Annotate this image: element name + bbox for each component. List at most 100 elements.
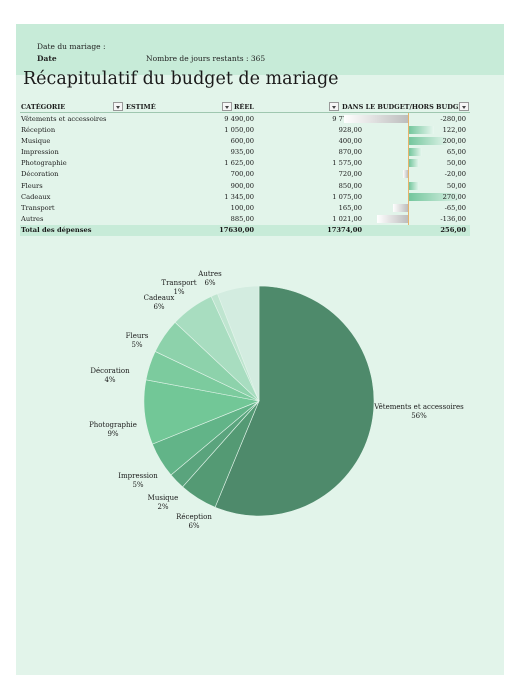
row-databar bbox=[341, 135, 467, 147]
row-difference: 65,00 bbox=[446, 148, 466, 157]
table-row: Fleurs 900,00 850,00 50,00 bbox=[20, 180, 470, 192]
row-category[interactable]: Décoration bbox=[21, 170, 59, 179]
row-actual[interactable]: 850,00 bbox=[338, 181, 362, 190]
row-difference: -136,00 bbox=[440, 215, 466, 224]
page-title: Récapitulatif du budget de mariage bbox=[23, 69, 339, 89]
databar-positive bbox=[409, 181, 420, 190]
row-category[interactable]: Transport bbox=[21, 204, 55, 212]
pie-label: Cadeaux 6% bbox=[144, 294, 175, 311]
pie-label: Réception 6% bbox=[176, 513, 212, 530]
wedding-date-value[interactable]: Date bbox=[37, 54, 57, 63]
databar-negative bbox=[403, 170, 408, 179]
filter-category-button[interactable] bbox=[113, 102, 123, 111]
row-difference: -20,00 bbox=[444, 170, 466, 179]
row-estimated[interactable]: 9 490,00 bbox=[224, 114, 254, 123]
databar-axis bbox=[408, 168, 409, 181]
row-estimated[interactable]: 700,00 bbox=[230, 170, 254, 179]
pie-label: Vêtements et accessoires 56% bbox=[374, 403, 464, 420]
databar-axis bbox=[408, 124, 409, 136]
table-row: Impression 935,00 870,00 65,00 bbox=[20, 146, 470, 158]
row-difference: 200,00 bbox=[442, 136, 466, 145]
pie-slice[interactable] bbox=[214, 285, 375, 517]
col-difference: DANS LE BUDGET/HORS BUDGET bbox=[342, 103, 469, 111]
row-actual[interactable]: 1 075,00 bbox=[332, 192, 362, 201]
row-category[interactable]: Cadeaux bbox=[21, 192, 51, 201]
row-category[interactable]: Impression bbox=[21, 148, 59, 157]
pie-label-name: Réception bbox=[176, 513, 212, 521]
row-actual[interactable]: 1 575,00 bbox=[332, 159, 362, 168]
row-estimated[interactable]: 1 050,00 bbox=[224, 125, 254, 134]
col-estimated: ESTIMÉ bbox=[126, 103, 156, 111]
row-actual[interactable]: 928,00 bbox=[338, 125, 362, 134]
days-remaining: Nombre de jours restants : 365 bbox=[146, 54, 265, 63]
pie-label-name: Musique bbox=[147, 494, 179, 502]
databar-axis bbox=[408, 180, 409, 192]
row-estimated[interactable]: 100,00 bbox=[230, 204, 254, 212]
databar-positive bbox=[409, 192, 465, 201]
row-category[interactable]: Musique bbox=[21, 136, 51, 145]
pie-label: Fleurs 5% bbox=[126, 332, 149, 349]
row-category[interactable]: Fleurs bbox=[21, 181, 43, 190]
row-actual[interactable]: 870,00 bbox=[338, 148, 362, 157]
row-estimated[interactable]: 600,00 bbox=[230, 136, 254, 145]
pie-label-percent: 5% bbox=[131, 340, 143, 349]
pie-label: Autres 6% bbox=[198, 270, 221, 287]
row-estimated[interactable]: 1 625,00 bbox=[224, 159, 254, 168]
row-estimated[interactable]: 1 345,00 bbox=[224, 192, 254, 201]
pie-label-percent: 1% bbox=[173, 287, 185, 296]
filter-difference-button[interactable] bbox=[459, 102, 469, 111]
databar-negative bbox=[393, 204, 408, 212]
row-estimated[interactable]: 935,00 bbox=[230, 148, 254, 157]
table-row: Musique 600,00 400,00 200,00 bbox=[20, 135, 470, 147]
row-difference: 122,00 bbox=[442, 125, 466, 134]
filter-estimated-button[interactable] bbox=[222, 102, 232, 111]
row-databar bbox=[341, 113, 467, 125]
row-actual[interactable]: 400,00 bbox=[338, 136, 362, 145]
row-databar bbox=[341, 213, 467, 225]
databar-positive bbox=[409, 125, 435, 134]
total-estimated: 17630,00 bbox=[219, 226, 254, 235]
pie-label-name: Impression bbox=[118, 472, 158, 480]
row-difference: 50,00 bbox=[446, 159, 466, 168]
pie-slice[interactable] bbox=[217, 285, 260, 402]
row-databar bbox=[341, 146, 467, 158]
pie-label: Impression 5% bbox=[118, 472, 158, 489]
row-category[interactable]: Réception bbox=[21, 125, 56, 134]
row-databar bbox=[341, 191, 467, 203]
expense-pie-chart: Vêtements et accessoires 56% Réception 6% Mu… bbox=[16, 262, 504, 552]
databar-negative bbox=[344, 114, 408, 123]
row-databar bbox=[341, 168, 467, 181]
row-actual[interactable]: 165,00 bbox=[338, 204, 362, 212]
filter-actual-button[interactable] bbox=[329, 102, 339, 111]
pie-label-name: Transport bbox=[161, 279, 197, 287]
pie-label-name: Vêtements et accessoires bbox=[374, 403, 464, 411]
pie-label-name: Cadeaux bbox=[143, 294, 175, 302]
table-row: Autres 885,00 1 021,00 -136,00 bbox=[20, 213, 470, 225]
days-remaining-label: Nombre de jours restants : bbox=[146, 54, 249, 63]
row-actual[interactable]: 720,00 bbox=[338, 170, 362, 179]
pie-label-name: Décoration bbox=[90, 367, 130, 375]
pie-label-name: Photographie bbox=[89, 421, 137, 429]
row-category[interactable]: Photographie bbox=[21, 159, 67, 168]
col-actual: RÉEL bbox=[234, 103, 254, 111]
pie-label: Musique 2% bbox=[148, 494, 179, 511]
pie-label-percent: 9% bbox=[107, 429, 119, 438]
col-category: CATÉGORIE bbox=[21, 103, 66, 111]
total-actual: 17374,00 bbox=[327, 226, 362, 235]
row-estimated[interactable]: 885,00 bbox=[230, 215, 254, 224]
row-actual[interactable]: 1 021,00 bbox=[332, 215, 362, 224]
pie-label-percent: 2% bbox=[157, 502, 169, 511]
table-row: Photographie 1 625,00 1 575,00 50,00 bbox=[20, 157, 470, 169]
pie-label-percent: 56% bbox=[411, 411, 427, 420]
row-difference: -280,00 bbox=[440, 114, 466, 123]
table-row: Réception 1 050,00 928,00 122,00 bbox=[20, 124, 470, 136]
row-category[interactable]: Vêtements et accessoires bbox=[21, 114, 107, 123]
row-estimated[interactable]: 900,00 bbox=[230, 181, 254, 190]
pie-label: Transport 1% bbox=[161, 279, 196, 296]
pie-label-name: Autres bbox=[198, 270, 222, 278]
row-category[interactable]: Autres bbox=[21, 215, 44, 224]
wedding-date-label: Date du mariage : bbox=[37, 42, 106, 51]
total-row: Total des dépenses 17630,00 17374,00 256… bbox=[20, 224, 470, 236]
databar-axis bbox=[408, 146, 409, 158]
